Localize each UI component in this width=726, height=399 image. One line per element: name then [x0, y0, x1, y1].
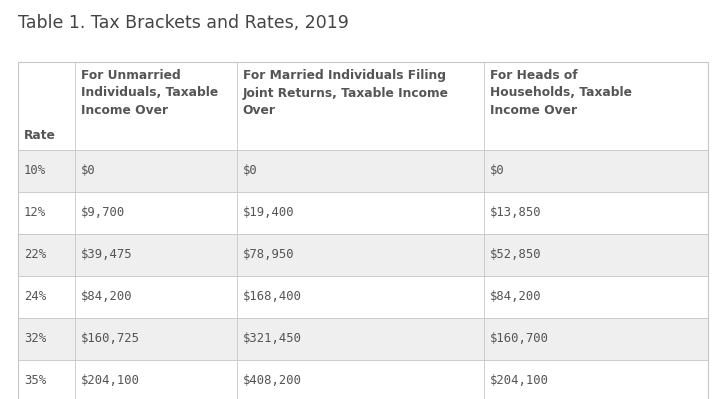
Text: $84,200: $84,200 [81, 290, 132, 304]
Text: 10%: 10% [24, 164, 46, 178]
Text: Rate: Rate [24, 129, 56, 142]
Text: $78,950: $78,950 [242, 249, 294, 261]
Text: 32%: 32% [24, 332, 46, 346]
Text: $321,450: $321,450 [242, 332, 302, 346]
Bar [18, 192, 708, 234]
Text: $204,100: $204,100 [490, 375, 549, 387]
Text: $52,850: $52,850 [490, 249, 542, 261]
Text: For Married Individuals Filing
Joint Returns, Taxable Income
Over: For Married Individuals Filing Joint Ret… [242, 69, 449, 117]
Bar [18, 62, 708, 150]
Bar [18, 318, 708, 360]
Text: $0: $0 [490, 164, 505, 178]
Text: $9,700: $9,700 [81, 207, 125, 219]
Text: $19,400: $19,400 [242, 207, 294, 219]
Text: 12%: 12% [24, 207, 46, 219]
Text: 22%: 22% [24, 249, 46, 261]
Text: For Heads of
Households, Taxable
Income Over: For Heads of Households, Taxable Income … [490, 69, 632, 117]
Bar [18, 234, 708, 276]
Text: $168,400: $168,400 [242, 290, 302, 304]
Text: $408,200: $408,200 [242, 375, 302, 387]
Text: $160,700: $160,700 [490, 332, 549, 346]
Text: $0: $0 [242, 164, 258, 178]
Text: $204,100: $204,100 [81, 375, 139, 387]
Text: Table 1. Tax Brackets and Rates, 2019: Table 1. Tax Brackets and Rates, 2019 [18, 14, 349, 32]
Text: $39,475: $39,475 [81, 249, 132, 261]
Text: $160,725: $160,725 [81, 332, 139, 346]
Text: $13,850: $13,850 [490, 207, 542, 219]
Text: $84,200: $84,200 [490, 290, 542, 304]
Bar [18, 150, 708, 192]
Bar [18, 360, 708, 399]
Text: For Unmarried
Individuals, Taxable
Income Over: For Unmarried Individuals, Taxable Incom… [81, 69, 218, 117]
Text: 35%: 35% [24, 375, 46, 387]
Bar [18, 276, 708, 318]
Text: 24%: 24% [24, 290, 46, 304]
Text: $0: $0 [81, 164, 95, 178]
